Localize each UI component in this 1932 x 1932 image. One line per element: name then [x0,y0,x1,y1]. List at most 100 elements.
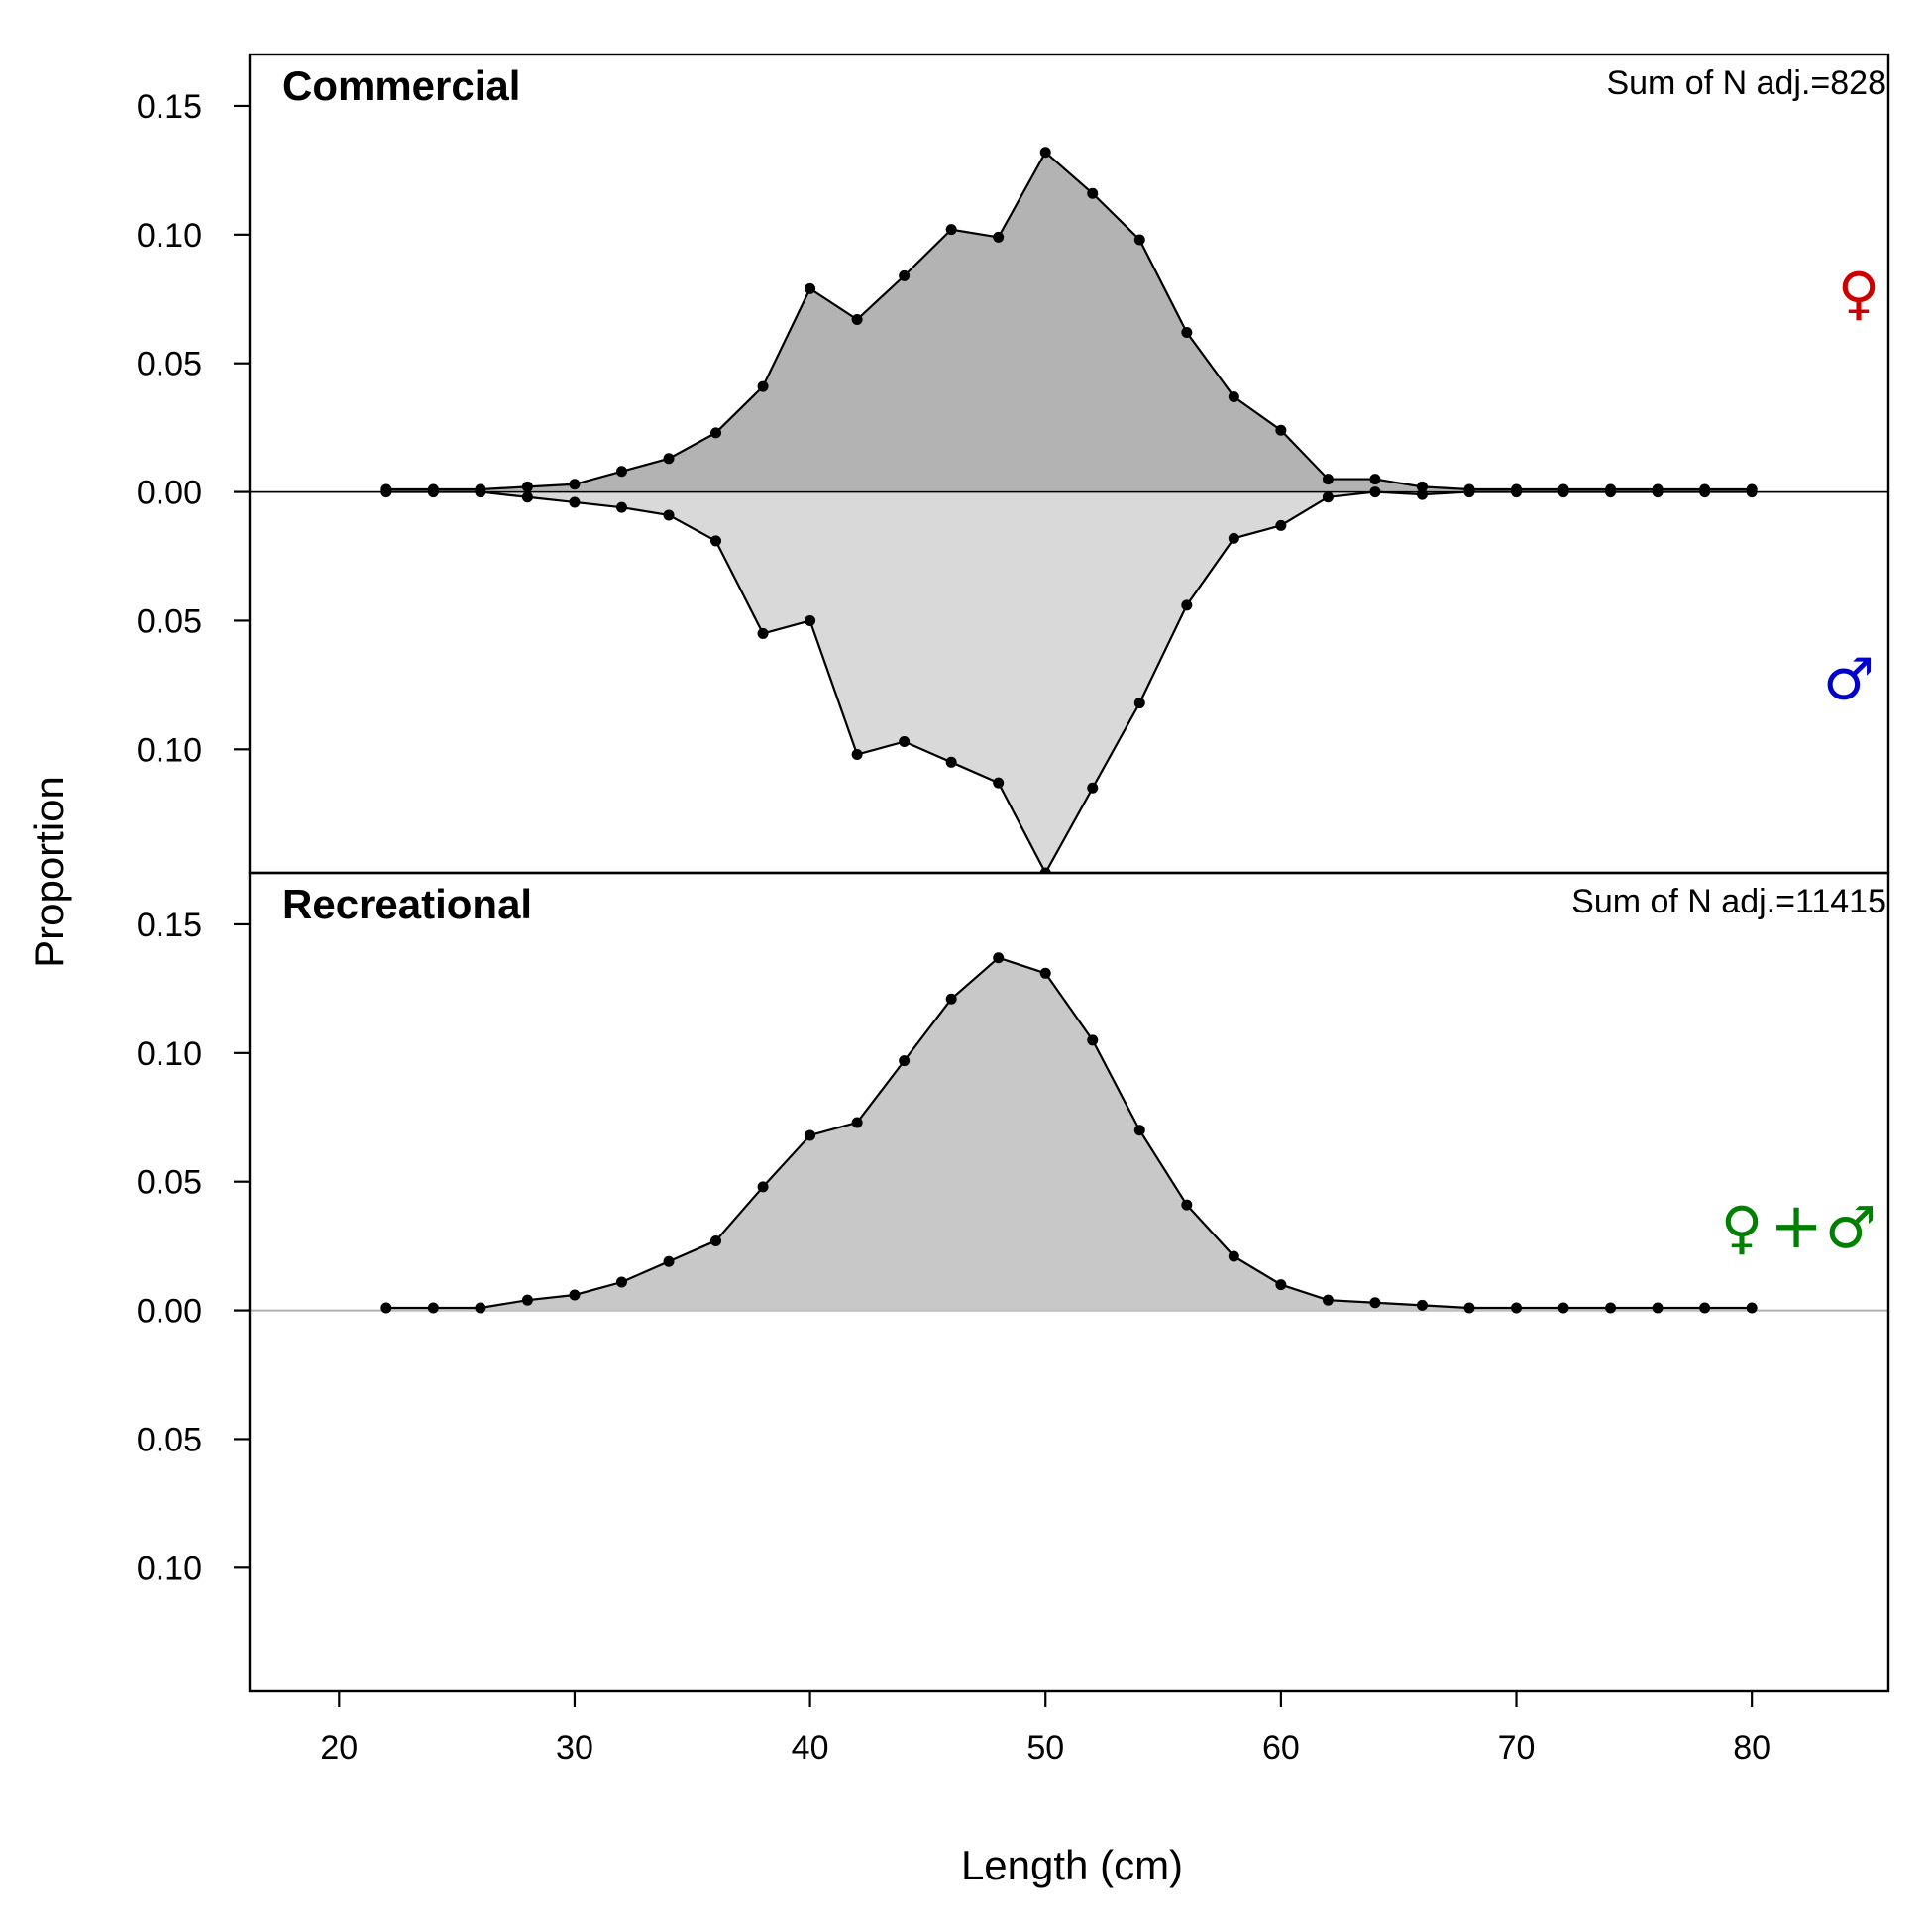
data-point-male-60 [1275,519,1287,531]
series-line-combined [385,956,1753,1310]
data-point-female-32 [615,466,627,478]
series-area-combined [385,957,1753,1311]
data-point-female-66 [1416,481,1428,492]
data-point-male-50 [1039,867,1051,873]
y-tick-label: 0.05 [137,1164,202,1202]
series-area-female [385,152,1753,492]
x-tick-label: 80 [1733,1729,1771,1767]
y-tick-label: 0.10 [137,1550,202,1587]
x-tick-label: 40 [792,1729,829,1767]
data-point-male-28 [521,491,533,503]
data-point-male-42 [851,749,863,761]
y-tick-label: 0.10 [137,1035,202,1073]
data-point-male-40 [805,614,816,626]
female-symbol-icon: ♀ [1838,260,1879,327]
data-point-male-36 [710,535,722,547]
data-point-male-62 [1322,491,1334,503]
data-point-combined-58 [1228,1250,1239,1262]
sex-legend: ♀♂ [1823,260,1879,713]
data-point-combined-44 [899,1055,911,1067]
data-point-male-32 [615,501,627,513]
sex-legend: ♀ + ♂ [1721,1190,1877,1263]
data-point-combined-36 [710,1234,722,1246]
data-point-male-58 [1228,532,1239,544]
data-point-female-34 [663,453,675,465]
x-axis-label: Length (cm) [961,1842,1183,1888]
data-point-female-38 [757,380,769,392]
male-symbol-icon: ♂ [1825,1194,1877,1261]
x-tick-label: 30 [556,1729,593,1767]
data-point-male-52 [1087,782,1099,794]
data-point-combined-66 [1416,1299,1428,1311]
plus-symbol-icon: + [1770,1190,1823,1263]
data-point-combined-80 [1746,1302,1758,1314]
data-point-combined-38 [757,1181,769,1193]
data-point-combined-72 [1557,1302,1569,1314]
plot-area [250,147,1888,873]
y-tick-label: 0.10 [137,217,202,255]
data-point-combined-42 [851,1117,863,1128]
data-point-combined-50 [1039,967,1051,979]
data-point-female-46 [945,224,957,236]
data-point-combined-32 [615,1276,627,1288]
data-point-combined-78 [1699,1302,1711,1314]
data-point-male-48 [993,777,1005,789]
data-point-female-52 [1087,187,1099,199]
data-point-combined-68 [1463,1302,1475,1314]
data-point-combined-76 [1652,1302,1664,1314]
plot-area [250,952,1888,1314]
data-point-female-60 [1275,424,1287,436]
y-tick-label: 0.05 [137,602,202,640]
data-point-male-56 [1181,599,1193,611]
x-tick-label: 70 [1498,1729,1536,1767]
data-point-female-36 [710,427,722,439]
data-point-female-28 [521,481,533,492]
female-symbol-icon: ♀ [1721,1194,1763,1261]
x-tick-label: 60 [1262,1729,1300,1767]
y-axis-label: Proportion [26,776,72,968]
data-point-combined-26 [475,1302,486,1314]
data-point-female-54 [1133,234,1145,246]
axes-layer: 0.15 0.10 0.05 0.00 0.05 0.10 0.15 0.10 0.05 0.00… [137,88,1771,1767]
panel-frame [248,871,1890,1693]
data-point-combined-46 [945,993,957,1005]
y-tick-label: 0.05 [137,346,202,383]
data-point-male-54 [1133,698,1145,709]
data-point-combined-34 [663,1255,675,1267]
y-tick-label: 0.00 [137,475,202,512]
data-point-male-66 [1416,488,1428,500]
y-tick-label: 0.00 [137,1293,202,1331]
data-point-combined-64 [1369,1297,1381,1309]
panel-0: Commercial Sum of N adj.=828 ♀♂ [248,53,1890,875]
data-point-combined-30 [569,1289,581,1301]
y-tick-label: 0.15 [137,88,202,126]
panel-title: Commercial [282,62,520,109]
data-point-female-62 [1322,474,1334,485]
data-point-male-30 [569,496,581,508]
panels-layer: Commercial Sum of N adj.=828♀♂Recreationa… [248,53,1890,1693]
data-point-female-40 [805,282,816,294]
data-point-combined-56 [1181,1199,1193,1211]
data-point-male-46 [945,756,957,768]
data-point-male-38 [757,627,769,639]
data-point-combined-74 [1605,1302,1617,1314]
series-line-female [385,150,1753,491]
sample-size-note: Sum of N adj.=828 [1606,64,1886,102]
data-point-female-48 [993,231,1005,243]
y-tick-label: 0.10 [137,731,202,769]
y-tick-label: 0.15 [137,907,202,944]
data-point-female-56 [1181,327,1193,339]
data-point-female-30 [569,479,581,490]
data-point-combined-24 [427,1302,439,1314]
panel-1: Recreational Sum of N adj.=11415 ♀ + ♂ [248,871,1890,1693]
data-point-female-42 [851,314,863,326]
data-point-combined-52 [1087,1034,1099,1046]
panel-title: Recreational [282,881,532,927]
data-point-combined-70 [1511,1302,1523,1314]
data-point-female-50 [1039,147,1051,159]
data-point-combined-62 [1322,1294,1334,1306]
sample-size-note: Sum of N adj.=11415 [1571,883,1886,920]
data-point-combined-54 [1133,1125,1145,1136]
data-point-female-44 [899,269,911,281]
